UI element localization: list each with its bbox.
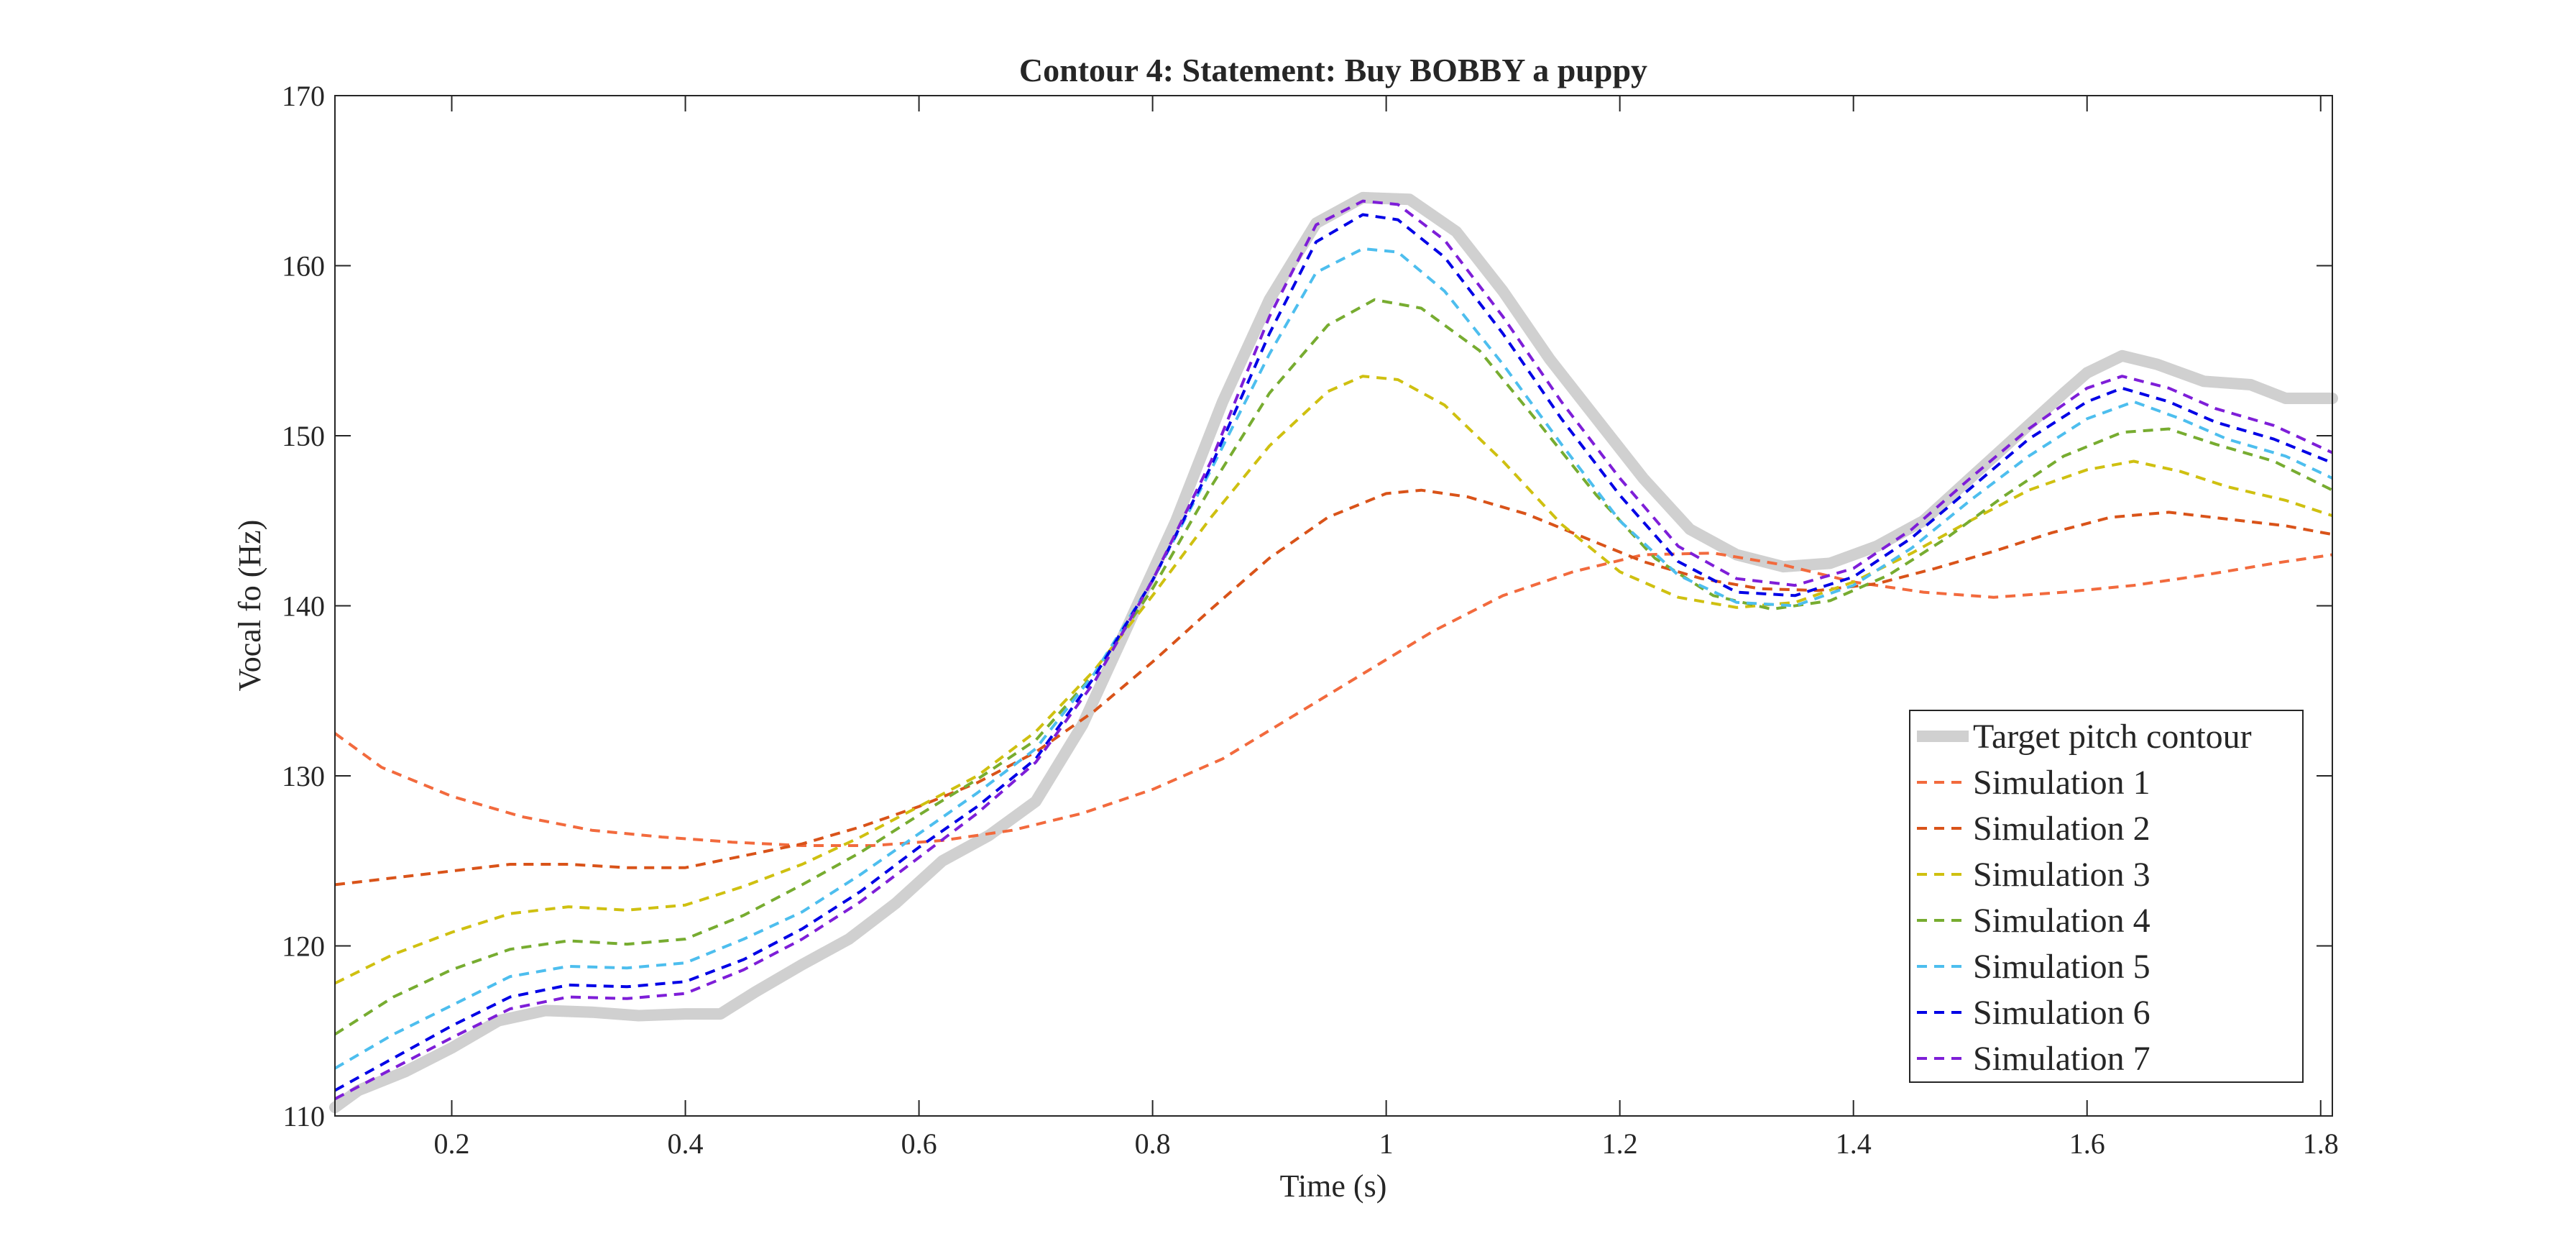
x-axis-label: Time (s) bbox=[1280, 1168, 1387, 1204]
series-line-7 bbox=[334, 199, 2333, 1101]
x-tick-label: 0.8 bbox=[1135, 1127, 1171, 1160]
legend: Target pitch contour Simulation 1 Simulati… bbox=[1909, 710, 2304, 1083]
series-line-3 bbox=[334, 375, 2333, 985]
series-line-0 bbox=[329, 191, 2338, 1114]
y-tick-label: 150 bbox=[282, 420, 325, 452]
legend-label-5: Simulation 5 bbox=[1973, 948, 2150, 986]
x-tick-label: 1.2 bbox=[1602, 1127, 1638, 1160]
legend-label-7: Simulation 7 bbox=[1973, 1040, 2150, 1078]
series-line-6 bbox=[334, 213, 2333, 1092]
y-tick-label: 110 bbox=[282, 1100, 325, 1132]
x-tick-label: 0.4 bbox=[668, 1127, 704, 1160]
series-line-2 bbox=[334, 488, 2333, 887]
x-tick-label: 1.6 bbox=[2069, 1127, 2105, 1160]
series-line-4 bbox=[334, 298, 2333, 1036]
legend-box bbox=[1909, 710, 2304, 1083]
legend-label-0: Target pitch contour bbox=[1973, 718, 2252, 756]
series-line-5 bbox=[334, 247, 2333, 1070]
series-line-1 bbox=[334, 552, 2333, 847]
x-tick-label: 0.6 bbox=[901, 1127, 937, 1160]
x-tick-label: 1 bbox=[1379, 1127, 1394, 1160]
y-tick-label: 130 bbox=[282, 760, 325, 792]
series-layer bbox=[329, 191, 2338, 1114]
y-tick-label: 120 bbox=[282, 930, 325, 963]
legend-label-6: Simulation 6 bbox=[1973, 994, 2150, 1032]
x-tick-label: 1.4 bbox=[1836, 1127, 1872, 1160]
legend-label-2: Simulation 2 bbox=[1973, 810, 2150, 848]
ticks-layer: 0.2 0.4 0.6 0.8 1 1.2 1.4 1.6 1.8 110 120 130 140 150… bbox=[282, 80, 2339, 1160]
legend-label-3: Simulation 3 bbox=[1973, 856, 2150, 894]
legend-label-1: Simulation 1 bbox=[1973, 764, 2150, 802]
x-tick-label: 1.8 bbox=[2303, 1127, 2339, 1160]
x-tick-label: 0.2 bbox=[434, 1127, 470, 1160]
legend-label-4: Simulation 4 bbox=[1973, 902, 2150, 940]
y-tick-label: 170 bbox=[282, 80, 325, 112]
y-axis-label: Vocal fo (Hz) bbox=[232, 520, 267, 692]
chart-title: Contour 4: Statement: Buy BOBBY a puppy bbox=[1019, 52, 1647, 88]
y-tick-label: 160 bbox=[282, 250, 325, 283]
y-tick-label: 140 bbox=[282, 590, 325, 623]
